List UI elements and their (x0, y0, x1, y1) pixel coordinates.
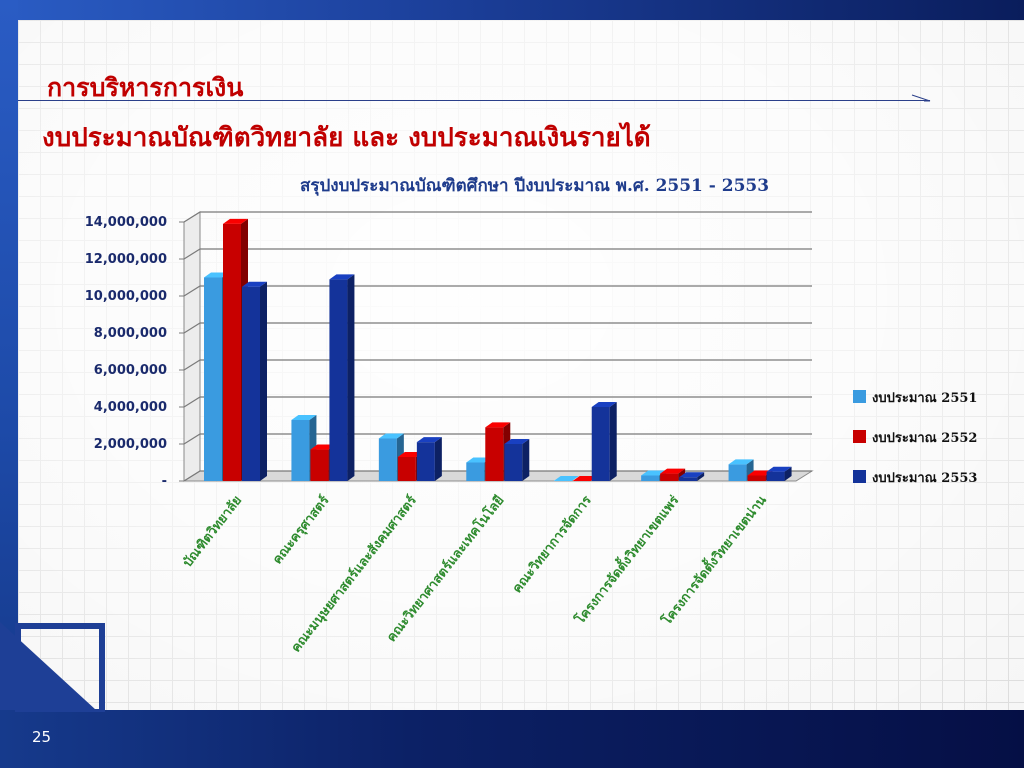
bar-top (660, 468, 686, 474)
bar-side (784, 466, 792, 481)
title-underline-arrow (911, 94, 931, 102)
bar-top (223, 218, 248, 224)
bar (679, 477, 698, 481)
bar-side (434, 437, 442, 481)
y-tick-label: 6,000,000 (94, 363, 167, 378)
bar-top (641, 470, 667, 476)
bar-top (397, 451, 423, 457)
section-title: การบริหารการเงิน (47, 73, 244, 102)
chart-side-wall (183, 211, 201, 482)
bar (485, 427, 504, 481)
gridline (183, 359, 812, 371)
slide-footer (0, 710, 1024, 768)
bar (397, 456, 416, 481)
bar (329, 279, 348, 481)
bar (204, 277, 222, 481)
gridline (183, 396, 812, 408)
chart-title: สรุปงบประมาณบัณฑิตศึกษา ปีงบประมาณ พ.ศ. … (300, 176, 770, 196)
bar-top (466, 457, 492, 463)
bar (310, 449, 329, 481)
category-label: บัณฑิตวิทยาลัย (180, 493, 245, 570)
bar-top (572, 476, 598, 481)
bar (747, 475, 766, 481)
bar-side (609, 402, 617, 481)
left-frame (0, 0, 18, 712)
bar (660, 473, 679, 481)
slide-subtitle: งบประมาณบัณฑิตวิทยาลัย และ งบประมาณเงินร… (42, 123, 651, 153)
category-label: คณะครุศาสตร์ (269, 493, 332, 568)
bar (291, 419, 310, 481)
bar (641, 475, 660, 481)
bar-top (747, 470, 773, 476)
bar-top (728, 459, 754, 465)
bar (766, 471, 785, 481)
bar-top (291, 414, 317, 420)
bar-side (522, 439, 530, 481)
bar (504, 444, 523, 481)
y-tick-label: 2,000,000 (94, 437, 167, 452)
y-tick-label: - (162, 474, 167, 489)
legend-label: งบประมาณ 2552 (872, 431, 977, 446)
gridline (183, 285, 812, 297)
legend-label: งบประมาณ 2553 (872, 471, 977, 486)
bar-top (416, 437, 442, 443)
page-number: 25 (32, 728, 52, 746)
gridline (183, 211, 812, 223)
bar-top (310, 444, 336, 450)
bar (466, 462, 485, 481)
top-frame (0, 0, 1024, 20)
y-tick-label: 8,000,000 (94, 326, 167, 341)
legend-swatch (853, 470, 866, 483)
legend-swatch (853, 390, 866, 403)
bar-side (347, 274, 355, 481)
bar-side (260, 281, 267, 481)
bar-top (242, 281, 267, 287)
bar (223, 223, 241, 481)
bar-top (329, 274, 355, 280)
bar (728, 464, 747, 481)
corner-decoration (0, 622, 105, 712)
bar-top (204, 272, 229, 278)
bar-top (485, 422, 511, 428)
bar-top (504, 439, 530, 444)
bar (242, 286, 260, 481)
y-tick-label: 12,000,000 (85, 252, 167, 267)
bar-side (697, 472, 705, 481)
legend-swatch (853, 430, 866, 443)
y-tick-label: 10,000,000 (85, 289, 167, 304)
bar-top (378, 433, 404, 439)
bar-top (679, 472, 705, 478)
y-tick-label: 14,000,000 (85, 215, 167, 230)
category-label: คณะวิทยาการจัดการ (510, 493, 595, 596)
bar-top (591, 402, 617, 407)
y-tick-label: 4,000,000 (94, 400, 167, 415)
gridline (183, 248, 812, 260)
legend-label: งบประมาณ 2551 (872, 391, 977, 406)
bar-top (766, 466, 792, 472)
bar (378, 438, 397, 481)
bar (416, 442, 435, 481)
gridline (183, 322, 812, 334)
title-underline (18, 100, 930, 101)
bar (591, 407, 610, 481)
bar-top (553, 476, 579, 481)
